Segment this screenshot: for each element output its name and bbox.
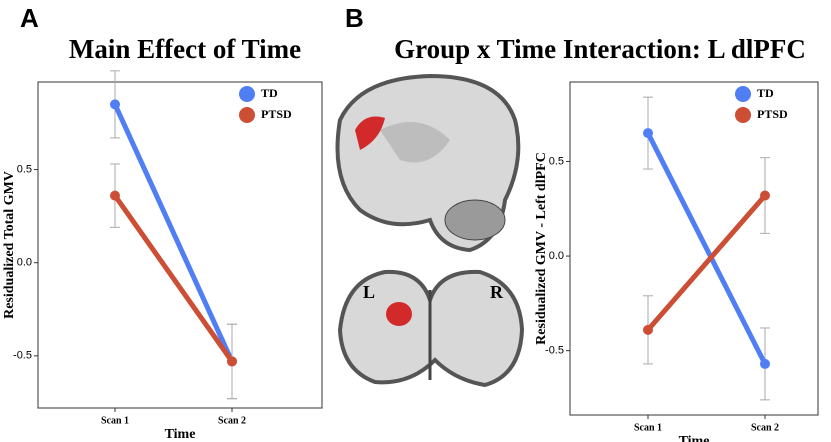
x-tick-label: Scan 1 (101, 415, 129, 426)
brain-label: L (363, 282, 375, 302)
y-tick-label: 0.0 (549, 250, 564, 262)
point (760, 359, 770, 369)
figure: L R A Main Effect of Time -0.5 0.0 0.5 Scan 1… (0, 0, 831, 442)
series-line (115, 196, 232, 362)
x-axis-label: Time (165, 427, 196, 442)
plot-frame (570, 82, 818, 415)
chart-title: Group x Time Interaction: L dlPFC (394, 34, 806, 64)
brain-label: R (490, 282, 504, 302)
series-line (115, 104, 232, 361)
y-tick-label: 0.5 (17, 163, 32, 175)
panel-label: A (20, 3, 39, 33)
x-tick-label: Scan 2 (751, 422, 779, 433)
point (643, 325, 653, 335)
legend-swatch (239, 86, 255, 102)
point (110, 99, 120, 109)
x-axis-label: Time (679, 434, 710, 442)
legend-swatch (735, 86, 751, 102)
x-tick-label: Scan 2 (218, 415, 246, 426)
roi (386, 302, 412, 326)
panel-label: B (345, 3, 364, 33)
series-line (648, 133, 765, 364)
point (110, 191, 120, 201)
legend-label: PTSD (757, 107, 788, 121)
brain-images: L R (338, 76, 523, 385)
legend-label: PTSD (261, 107, 292, 121)
y-tick-label: -0.5 (545, 345, 564, 357)
cerebellum (445, 200, 505, 240)
legend-swatch (735, 107, 751, 123)
y-tick-label: 0.0 (17, 257, 32, 269)
point (760, 191, 770, 201)
chart-title: Main Effect of Time (69, 34, 301, 64)
y-axis-label: Residualized GMV - Left dlPFC (534, 152, 549, 345)
point (227, 356, 237, 366)
y-axis-label: Residualized Total GMV (2, 171, 17, 319)
y-tick-label: 0.5 (549, 155, 564, 167)
point (643, 128, 653, 138)
legend-label: TD (757, 86, 774, 100)
legend-swatch (239, 107, 255, 123)
series-line (648, 196, 765, 330)
y-tick-label: -0.5 (13, 350, 32, 362)
legend-label: TD (261, 86, 278, 100)
x-tick-label: Scan 1 (634, 422, 662, 433)
